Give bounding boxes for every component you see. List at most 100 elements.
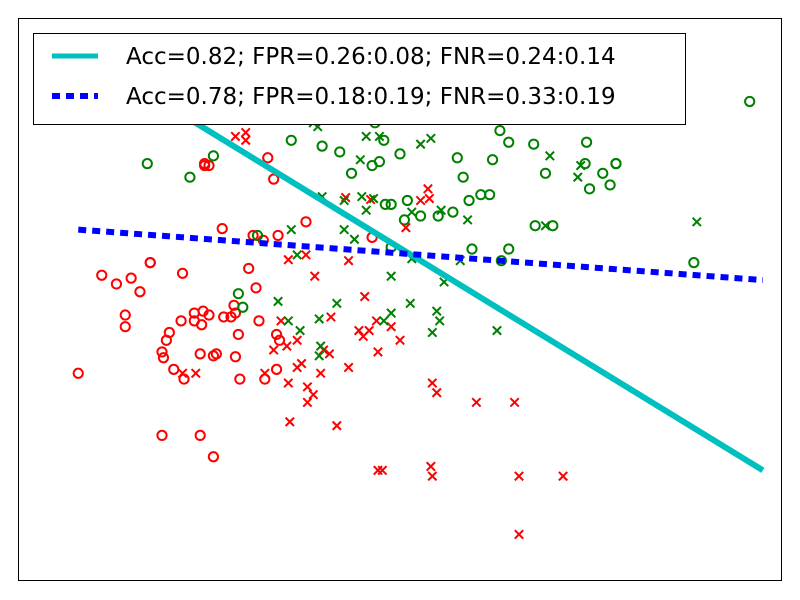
point-green-cross [314,314,325,324]
point-green-circle [503,136,515,148]
point-red-circle [156,429,168,441]
point-red-cross [343,255,354,266]
point-red-circle [134,286,146,298]
point-green-cross [378,315,389,326]
point-red-cross [331,420,342,431]
point-green-circle [604,179,616,191]
point-red-circle [157,352,170,364]
point-green-circle [484,189,496,201]
point-green-circle [494,125,506,137]
point-red-circle [72,367,84,379]
point-red-circle [210,348,222,360]
point-green-circle [379,198,391,210]
point-green-circle [495,255,507,267]
point-green-cross [406,207,417,218]
point-red-circle [218,311,230,323]
point-green-cross [462,214,473,225]
point-red-cross [292,335,303,346]
point-red-cross [359,291,370,302]
point-green-circle [447,206,459,218]
point-red-circle [110,278,123,290]
point-green-cross [355,154,366,165]
point-green-circle [580,136,593,148]
point-green-cross [339,224,350,235]
point-green-circle [451,152,463,164]
point-red-circle [229,351,242,363]
point-green-cross [292,249,303,260]
point-green-circle [398,214,411,226]
point-red-cross [373,347,383,357]
point-green-circle [345,167,358,179]
legend-label-solid: Acc=0.82; FPR=0.26:0.08; FNR=0.24:0.14 [126,44,616,70]
point-red-cross [302,381,313,392]
point-red-cross [326,312,336,322]
point-green-cross [427,327,438,338]
point-green-cross [315,341,326,352]
point-green-cross [374,131,385,142]
point-red-cross [371,315,382,326]
point-red-cross [427,471,438,482]
point-red-circle [229,307,242,319]
point-green-circle [401,194,413,207]
point-red-circle [175,315,187,327]
point-red-circle [234,373,246,385]
point-red-circle [163,326,175,339]
point-red-circle [196,319,208,331]
point-red-cross [309,271,320,282]
point-red-circle [300,216,312,228]
point-red-circle [270,328,283,341]
point-green-circle [744,95,756,108]
point-green-circle [373,156,386,168]
point-green-circle [610,158,622,170]
point-green-cross [368,193,379,204]
point-green-cross [572,172,583,183]
point-red-cross [259,368,270,379]
point-red-cross [558,471,568,482]
point-green-cross [361,131,372,142]
point-green-circle [597,167,609,179]
point-green-circle [237,301,249,313]
point-red-circle [144,257,156,269]
point-red-circle [119,309,131,321]
point-green-cross [286,224,297,235]
point-red-cross [509,397,520,408]
point-green-cross [434,315,445,326]
point-green-cross [431,306,442,317]
point-green-circle [207,150,220,162]
point-green-cross [283,315,294,326]
point-red-cross [364,325,375,336]
point-green-cross [386,271,397,282]
point-green-circle [457,171,469,183]
point-red-cross [190,368,201,379]
point-red-circle [203,309,215,321]
point-red-cross [308,389,319,400]
point-red-cross [425,461,436,472]
point-red-cross [276,315,286,326]
point-green-circle [688,257,700,269]
point-green-cross [691,216,702,227]
legend-box [33,33,686,125]
point-red-cross [284,416,295,427]
point-green-cross [314,350,325,361]
legend-label-dotted: Acc=0.78; FPR=0.18:0.19; FNR=0.33:0.19 [126,84,616,110]
point-red-cross [423,183,433,194]
point-green-circle [232,288,244,300]
point-green-circle [432,210,444,222]
point-green-circle [547,220,559,232]
point-red-cross [365,194,376,205]
point-red-circle [273,334,286,346]
point-green-cross [331,298,342,309]
point-red-circle [270,363,283,375]
legend: Acc=0.82; FPR=0.26:0.08; FNR=0.24:0.14 A… [33,33,686,125]
point-green-circle [529,220,541,232]
point-green-circle [466,243,478,255]
point-green-circle [528,138,540,150]
point-green-cross [492,325,502,336]
point-red-circle [272,229,284,242]
point-green-cross [361,205,372,216]
point-red-circle [119,321,131,333]
point-green-circle [539,167,552,179]
point-green-cross [349,234,360,245]
point-red-circle [156,346,168,358]
